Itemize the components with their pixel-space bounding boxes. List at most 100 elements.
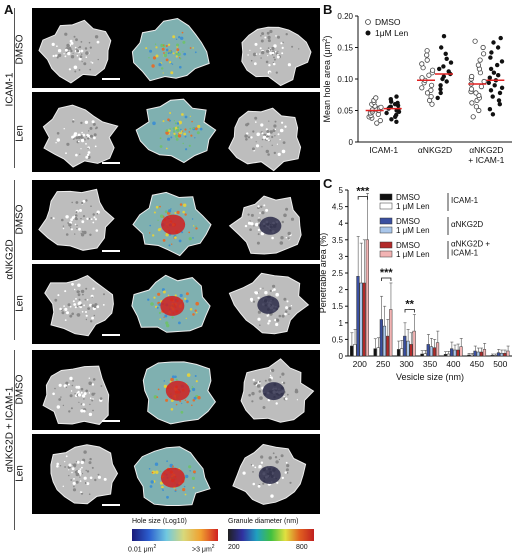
- cell-texture: [77, 140, 80, 143]
- cell-texture: [71, 201, 73, 204]
- cell-texture: [281, 220, 284, 224]
- data-point-dmso: [468, 86, 475, 92]
- cell-texture: [188, 237, 192, 241]
- cell-texture: [195, 225, 197, 227]
- cell-texture: [91, 62, 94, 64]
- cell-texture: [90, 320, 93, 323]
- cell-texture: [77, 133, 81, 137]
- cell-texture: [86, 153, 90, 157]
- cell-texture: [281, 314, 285, 318]
- cell-texture: [260, 231, 265, 236]
- data-point-dmso: [430, 67, 436, 73]
- cell-body: [135, 98, 217, 164]
- cell-texture: [257, 205, 260, 208]
- cell-texture: [81, 53, 83, 55]
- cell-texture: [75, 461, 78, 463]
- cell-texture: [77, 469, 81, 474]
- data-point-len: [394, 119, 399, 125]
- cell-texture: [185, 292, 189, 296]
- data-point-len: [444, 79, 449, 84]
- cell-texture: [179, 293, 183, 298]
- cell-texture: [269, 51, 273, 55]
- cell-texture: [267, 139, 270, 142]
- cell-texture: [253, 382, 257, 386]
- x-axis-label: Vesicle size (nm): [396, 372, 464, 382]
- cell-texture: [80, 49, 84, 53]
- cell-texture: [75, 298, 77, 300]
- y-tick-label: 3.5: [332, 236, 344, 245]
- y-tick-label: 2: [339, 286, 344, 295]
- cell-texture: [93, 216, 96, 219]
- cell-texture: [247, 213, 250, 216]
- cell-texture: [275, 35, 277, 37]
- cell-texture: [153, 57, 155, 60]
- cell-texture: [152, 234, 155, 237]
- cell-texture: [247, 221, 252, 225]
- y-tick-label: 5: [339, 186, 344, 195]
- cell-texture: [189, 308, 193, 311]
- cell-texture: [191, 476, 195, 480]
- cell-texture: [74, 214, 78, 217]
- cell-texture: [59, 465, 62, 467]
- x-tick-label: 200: [353, 359, 367, 369]
- cell-texture: [81, 472, 84, 475]
- cell-texture: [81, 311, 84, 313]
- row-label-dmso-3: DMSO: [14, 374, 26, 405]
- bar: [446, 353, 451, 357]
- bar: [456, 349, 460, 357]
- cell-texture: [62, 225, 65, 227]
- cell-texture: [183, 52, 187, 56]
- cell-texture: [260, 57, 262, 59]
- cell-texture: [145, 47, 148, 50]
- cell-texture: [250, 59, 253, 62]
- x-tick-label: 300: [399, 359, 413, 369]
- cell-texture: [182, 142, 184, 145]
- cell-texture: [80, 391, 83, 394]
- y-tick-label: 0.15: [337, 44, 353, 53]
- data-point-len: [490, 94, 495, 99]
- cell-texture: [84, 298, 87, 301]
- cell-texture: [70, 49, 73, 53]
- cell-texture: [177, 51, 179, 54]
- cell-texture: [178, 36, 181, 39]
- data-point-dmso: [429, 101, 435, 107]
- cell-texture: [76, 54, 79, 57]
- cell-texture: [179, 57, 181, 59]
- cell-texture: [75, 473, 79, 477]
- bar: [420, 353, 424, 357]
- cell-texture: [96, 212, 99, 215]
- bar: [459, 346, 463, 357]
- cell-texture: [280, 42, 283, 45]
- colorbar-hole-max: >3 μm2: [192, 544, 215, 554]
- cell-texture: [262, 135, 267, 139]
- cell-texture: [78, 69, 81, 71]
- cell-texture: [167, 129, 171, 132]
- data-point-dmso: [428, 94, 434, 100]
- cell-texture: [83, 476, 87, 480]
- cell-texture: [65, 152, 67, 155]
- data-point-dmso: [476, 107, 482, 114]
- cell-texture: [271, 144, 273, 146]
- data-point-dmso: [426, 72, 432, 78]
- cell-texture: [158, 311, 161, 315]
- cell-texture: [75, 153, 78, 157]
- cell-texture: [58, 398, 62, 401]
- cell-texture: [180, 36, 184, 40]
- cell-texture: [76, 224, 78, 227]
- colorbar-granule-title: Granule diameter (nm): [228, 518, 299, 525]
- data-point-len: [394, 94, 399, 99]
- cell-texture: [76, 290, 80, 294]
- cell-texture: [80, 148, 82, 150]
- cell-texture: [94, 478, 97, 482]
- micrograph-r2-c3: [224, 92, 320, 172]
- cell-texture: [166, 323, 170, 328]
- cell-texture: [174, 122, 177, 125]
- cell-texture: [174, 236, 177, 239]
- cell-texture: [271, 289, 274, 292]
- cell-texture: [89, 134, 93, 138]
- legend-swatch: [379, 202, 393, 210]
- cell-texture: [75, 136, 79, 140]
- cell-texture: [73, 35, 76, 38]
- hole-region: [161, 214, 186, 235]
- cell-texture: [82, 215, 86, 218]
